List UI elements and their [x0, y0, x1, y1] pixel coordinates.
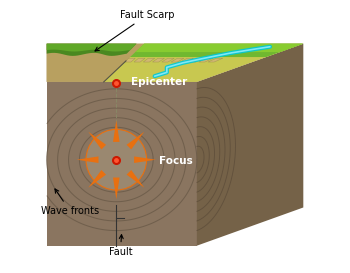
Polygon shape: [171, 58, 184, 62]
Polygon shape: [162, 58, 174, 62]
Polygon shape: [47, 44, 144, 82]
Text: Wave fronts: Wave fronts: [41, 189, 99, 216]
Circle shape: [100, 144, 132, 176]
Polygon shape: [47, 82, 197, 246]
Polygon shape: [189, 58, 203, 62]
Text: Fault: Fault: [108, 235, 132, 257]
Polygon shape: [127, 132, 144, 149]
Polygon shape: [113, 177, 120, 199]
Polygon shape: [113, 120, 120, 142]
Polygon shape: [88, 132, 106, 149]
Polygon shape: [88, 170, 106, 188]
Polygon shape: [47, 44, 303, 82]
Polygon shape: [47, 44, 136, 56]
Text: Epicenter: Epicenter: [131, 77, 188, 87]
Polygon shape: [125, 58, 135, 62]
Text: Focus: Focus: [159, 156, 193, 166]
Polygon shape: [127, 170, 144, 188]
Polygon shape: [134, 58, 145, 62]
Text: Fault Scarp: Fault Scarp: [95, 10, 175, 51]
Polygon shape: [77, 156, 98, 163]
Polygon shape: [180, 58, 194, 62]
Polygon shape: [199, 58, 213, 62]
Circle shape: [104, 147, 129, 172]
Circle shape: [111, 154, 122, 165]
Circle shape: [97, 140, 136, 179]
Polygon shape: [134, 156, 156, 163]
Polygon shape: [104, 44, 303, 82]
Polygon shape: [143, 58, 155, 62]
Circle shape: [86, 129, 147, 190]
Polygon shape: [153, 58, 164, 62]
Polygon shape: [130, 44, 303, 57]
Polygon shape: [197, 44, 303, 246]
Polygon shape: [47, 44, 136, 52]
Polygon shape: [208, 58, 223, 62]
Circle shape: [90, 133, 143, 186]
Circle shape: [107, 151, 125, 169]
Circle shape: [93, 136, 140, 183]
Polygon shape: [135, 44, 303, 52]
